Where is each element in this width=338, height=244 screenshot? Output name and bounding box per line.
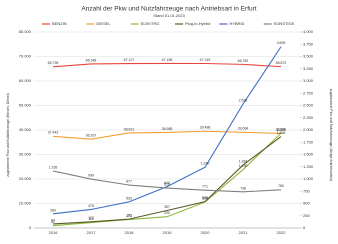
series-line xyxy=(52,62,282,68)
x-tick-label: 2021 xyxy=(239,230,249,235)
data-label: 1.284 xyxy=(239,160,248,164)
data-label: 877 xyxy=(126,179,132,183)
data-label: 1.190 xyxy=(239,164,248,168)
x-tick-label: 2018 xyxy=(125,230,135,235)
y2-tick-label: 3.500 xyxy=(303,54,314,59)
y2-tick-label: 1.500 xyxy=(303,152,314,157)
x-tick-label: 2017 xyxy=(87,230,97,235)
x-tick-label: 2022 xyxy=(277,230,287,235)
data-label: 738 xyxy=(240,186,246,190)
y2-tick-label: 2.750 xyxy=(303,90,314,95)
series-line xyxy=(52,46,282,215)
data-label: 47 xyxy=(51,220,55,224)
data-label: 127 xyxy=(88,216,94,220)
data-label: 999 xyxy=(88,173,94,177)
y-axis-label: zugelassene Pkw und Nutzfahrzeuge (Benzi… xyxy=(6,93,10,176)
y2-tick-label: 750 xyxy=(303,188,310,193)
data-label: 1.866 xyxy=(277,131,286,135)
data-label: 110 xyxy=(88,217,94,221)
y-tick-label: 80.000 xyxy=(19,29,32,34)
data-label: 65.872 xyxy=(276,61,287,65)
y-tick-label: 20.000 xyxy=(19,176,32,181)
data-label: 1.165 xyxy=(49,165,58,169)
legend-label: HYBRID xyxy=(229,21,244,26)
data-label: 1.936 xyxy=(277,128,286,132)
y2-tick-label: 3.000 xyxy=(303,78,314,83)
y-tick-label: 50.000 xyxy=(19,103,32,108)
y-tick-label: 10.000 xyxy=(19,201,32,206)
data-label: 66.782 xyxy=(238,59,249,63)
data-label: 67.158 xyxy=(162,58,173,62)
data-label: 38.821 xyxy=(124,127,135,131)
data-label: 230 xyxy=(164,211,170,215)
data-label: 3.699 xyxy=(277,41,286,45)
data-label: 39.488 xyxy=(200,126,211,130)
data-label: 82 xyxy=(51,218,55,222)
series-line xyxy=(52,136,282,225)
series-line xyxy=(52,130,282,140)
x-tick-label: 2020 xyxy=(201,230,211,235)
y-tick-label: 70.000 xyxy=(19,54,32,59)
y2-tick-label: 250 xyxy=(303,213,310,218)
series-line xyxy=(52,132,282,227)
data-label: 538 xyxy=(202,196,208,200)
x-tick-label: 2016 xyxy=(49,230,59,235)
y2-tick-label: 3.250 xyxy=(303,66,314,71)
data-label: 533 xyxy=(126,196,132,200)
data-label: 67.145 xyxy=(200,58,211,62)
y-tick-label: 60.000 xyxy=(19,78,32,83)
y2-tick-label: 2.250 xyxy=(303,115,314,120)
data-label: 66.948 xyxy=(86,58,97,62)
y-tick-label: 40.000 xyxy=(19,127,32,132)
data-label: 357 xyxy=(164,205,170,209)
y2-tick-label: 3.750 xyxy=(303,41,314,46)
chart-subtitle: Stand 01.01.2023 xyxy=(153,13,185,18)
chart: Anzahl der Pkw und Nutzfahrzeuge nach An… xyxy=(6,6,333,235)
data-label: 2.528 xyxy=(239,99,248,103)
data-label: 1.240 xyxy=(201,162,210,166)
legend-label: DIESEL xyxy=(96,21,111,26)
legend-label: ELEKTRO xyxy=(141,21,160,26)
y2-tick-label: 4.000 xyxy=(303,29,314,34)
data-label: 816 xyxy=(164,182,170,186)
data-label: 67.127 xyxy=(124,58,135,62)
data-label: 173 xyxy=(126,214,132,218)
data-label: 38.988 xyxy=(162,127,173,131)
y2-tick-label: 1.250 xyxy=(303,164,314,169)
data-label: 378 xyxy=(88,204,94,208)
y2-tick-label: 0 xyxy=(303,225,306,230)
data-label: 36.267 xyxy=(86,134,97,138)
legend-label: BENZIN xyxy=(52,21,67,26)
data-label: 289 xyxy=(50,208,56,212)
y2-tick-label: 1.750 xyxy=(303,139,314,144)
series-line xyxy=(52,170,282,193)
legend-label: Plug-in-Hybrid xyxy=(185,21,210,26)
chart-title: Anzahl der Pkw und Nutzfahrzeuge nach An… xyxy=(81,6,256,13)
data-label: 845 xyxy=(164,181,170,185)
data-label: 181 xyxy=(126,214,132,218)
data-label: 65.795 xyxy=(48,61,59,65)
data-label: 37.442 xyxy=(48,131,59,135)
y2-tick-label: 2.500 xyxy=(303,103,314,108)
data-label: 780 xyxy=(278,184,284,188)
data-label: 39.064 xyxy=(238,127,249,131)
y2-axis-label: zugelassene Pkw und Nutzfahrzeuge (übrig… xyxy=(329,89,333,181)
y2-tick-label: 2.000 xyxy=(303,127,314,132)
y-tick-label: 0 xyxy=(29,225,32,230)
data-label: 771 xyxy=(202,185,208,189)
legend-label: SONSTIGE xyxy=(274,21,295,26)
x-tick-label: 2019 xyxy=(163,230,173,235)
y2-tick-label: 1.000 xyxy=(303,176,314,181)
data-label: 38.592 xyxy=(276,128,287,132)
data-label: 529 xyxy=(202,197,208,201)
y-tick-label: 30.000 xyxy=(19,152,32,157)
y2-tick-label: 500 xyxy=(303,201,310,206)
